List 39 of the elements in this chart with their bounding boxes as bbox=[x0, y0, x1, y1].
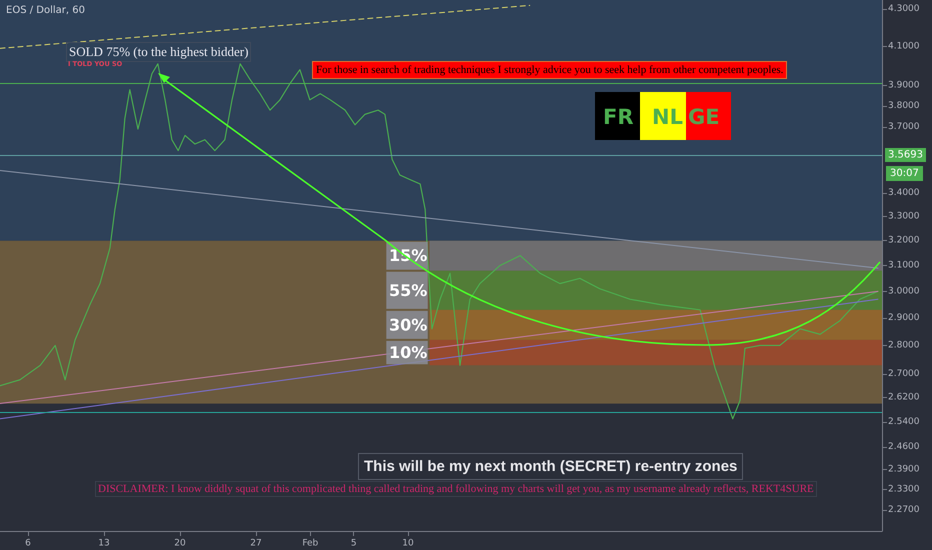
y-tick-label: 2.3300 bbox=[888, 484, 920, 495]
annotation: This will be my next month (SECRET) re-entry zones bbox=[358, 453, 744, 480]
y-tick-label: 3.8000 bbox=[888, 100, 920, 111]
ref-line-label: 3.5693 bbox=[888, 149, 923, 160]
x-tick-label: 10 bbox=[402, 538, 414, 548]
x-tick-label: 20 bbox=[174, 538, 186, 548]
band-label: 10% bbox=[388, 343, 428, 362]
y-tick-label: 2.3900 bbox=[888, 464, 920, 475]
band-label: 30% bbox=[388, 315, 428, 334]
annotation: SOLD 75% (to the highest bidder) bbox=[69, 44, 248, 59]
x-tick-label: Feb bbox=[302, 538, 319, 548]
y-tick-label: 3.1000 bbox=[888, 260, 920, 271]
annotation: GE bbox=[688, 105, 720, 129]
y-tick-label: 2.5400 bbox=[888, 416, 920, 427]
text: 30:07 bbox=[886, 166, 923, 181]
y-tick-label: 3.3000 bbox=[888, 212, 920, 222]
band-label: 55% bbox=[388, 280, 428, 300]
y-tick-label: 3.7000 bbox=[888, 122, 920, 132]
x-tick-label: 27 bbox=[250, 538, 262, 548]
y-tick-label: 3.0000 bbox=[888, 286, 920, 296]
y-tick-label: 2.6200 bbox=[888, 392, 920, 403]
y-tick-label: 2.9000 bbox=[888, 312, 920, 323]
y-tick-label: 2.8000 bbox=[888, 340, 920, 350]
y-tick-label: 4.1000 bbox=[888, 41, 920, 52]
y-tick-label: 3.4000 bbox=[888, 188, 920, 198]
x-tick-label: 13 bbox=[98, 538, 110, 548]
annotation: FR bbox=[603, 105, 634, 129]
y-tick-label: 2.7000 bbox=[888, 368, 920, 379]
annotation: NL bbox=[652, 105, 683, 129]
y-tick-label: 2.2700 bbox=[888, 504, 920, 515]
annotation: DISCLAIMER: I know diddly squat of this complicated thing called trading and following my charts will get you, as my username already reflects, REKT4SURE bbox=[95, 481, 817, 497]
y-tick-label: 3.9000 bbox=[888, 80, 920, 91]
y-tick-label: 3.2000 bbox=[888, 236, 920, 246]
text: EOS / Dollar, 60 bbox=[6, 5, 85, 16]
x-tick-label: 5 bbox=[350, 538, 357, 548]
y-tick-label: 2.4600 bbox=[888, 442, 920, 452]
x-tick-label: 6 bbox=[25, 538, 32, 548]
annotation: For those in search of trading techniques I strongly advice you to seek help from other competent peoples. bbox=[312, 61, 788, 79]
y-tick-label: 4.3000 bbox=[888, 4, 920, 14]
